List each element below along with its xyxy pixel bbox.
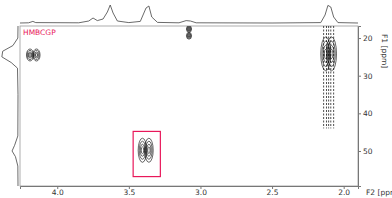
contour <box>188 34 191 37</box>
y-tick-mark <box>358 113 361 114</box>
contour <box>27 50 32 59</box>
x-tick: 4.0 <box>52 186 64 197</box>
f1-projection <box>2 26 18 186</box>
contour <box>329 45 334 62</box>
contour <box>330 49 333 58</box>
y-tick-mark <box>358 38 361 39</box>
contour <box>188 35 189 37</box>
contour <box>188 27 191 30</box>
contour <box>147 144 151 156</box>
y-axis-line <box>359 27 362 187</box>
contour <box>187 26 191 31</box>
y-tick-label: 20 <box>363 34 373 43</box>
x-tick: 2.0 <box>338 186 350 197</box>
x-tick-label: 2.5 <box>267 188 279 197</box>
y-tick: 30 <box>358 72 373 81</box>
f2-projection <box>20 5 358 23</box>
y-tick: 20 <box>358 34 373 43</box>
contour <box>141 147 143 154</box>
contour <box>328 41 336 66</box>
contour <box>140 144 144 156</box>
chart: 4.0 3.5 3.0 2.5 2.0 20 30 40 50 F2 [ppm] F1 [ppm] H… <box>0 0 392 198</box>
title: HMBCGP <box>23 28 56 37</box>
contour <box>326 37 336 71</box>
contour <box>29 53 31 56</box>
contour <box>35 52 39 58</box>
x-tick: 3.0 <box>195 186 207 197</box>
contour <box>188 28 189 30</box>
x-tick-label: 3.5 <box>123 188 135 197</box>
y-tick-label: 30 <box>363 72 373 81</box>
contour <box>26 49 33 61</box>
x-tick: 3.5 <box>123 186 135 197</box>
contour <box>146 141 152 159</box>
x-axis-line <box>21 187 359 190</box>
x-tick-label: 4.0 <box>52 188 64 197</box>
highlight-box <box>133 131 160 176</box>
t1-noise <box>333 26 334 128</box>
contour <box>33 49 40 61</box>
x-tick-label: 3.0 <box>195 188 207 197</box>
y-axis-title: F1 [ppm] <box>380 34 389 68</box>
contour <box>35 53 37 56</box>
y-axis: 20 30 40 50 <box>358 27 373 187</box>
y-tick-mark <box>358 76 361 77</box>
contour <box>34 50 39 59</box>
contour <box>186 26 191 32</box>
x-tick-label: 2.0 <box>338 188 350 197</box>
x-tick: 2.5 <box>267 186 279 197</box>
y-tick-label: 40 <box>363 109 373 118</box>
y-tick: 50 <box>358 147 373 156</box>
contour <box>145 138 154 162</box>
contour <box>148 147 150 154</box>
contour <box>187 33 191 38</box>
plot-frame <box>20 26 358 186</box>
plot-area <box>26 26 336 162</box>
y-tick-label: 50 <box>363 147 373 156</box>
x-axis-title: F2 [ppm] <box>366 188 392 197</box>
y-tick-mark <box>358 151 361 152</box>
x-axis: 4.0 3.5 3.0 2.5 2.0 <box>21 186 359 197</box>
y-tick: 40 <box>358 109 373 118</box>
t1-noise <box>323 26 324 128</box>
contour <box>322 41 330 66</box>
contour <box>186 32 191 39</box>
contour <box>28 52 32 58</box>
